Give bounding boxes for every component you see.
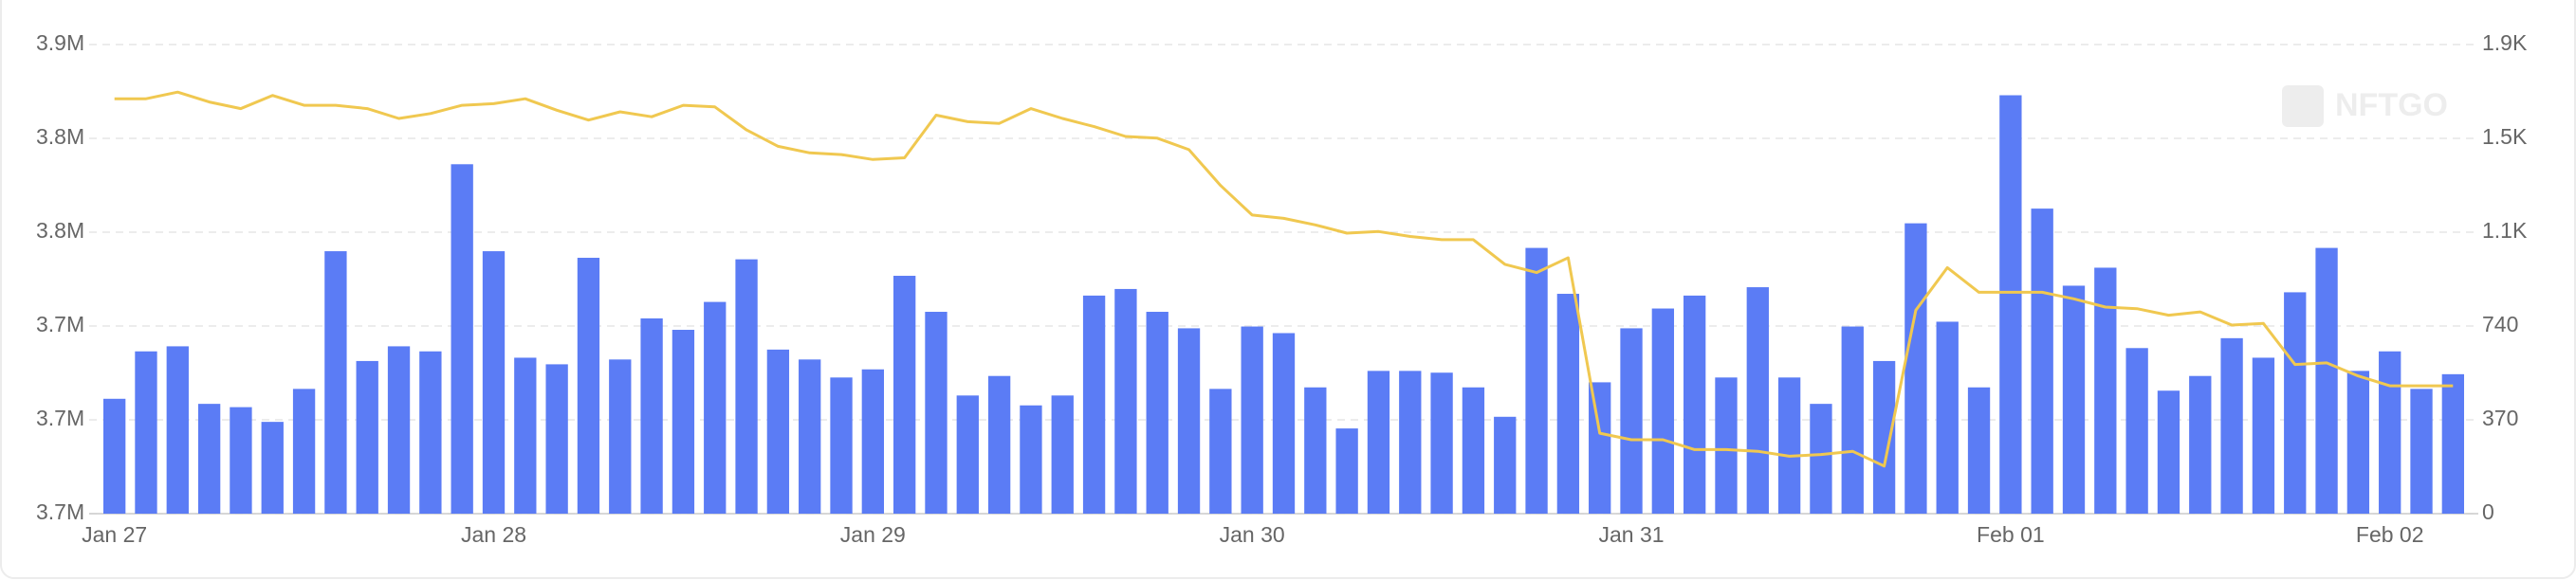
x-tick-label: Jan 31 xyxy=(1598,522,1664,547)
bar xyxy=(1872,360,1896,514)
bar xyxy=(1810,404,1832,514)
watermark: NFTGO xyxy=(2282,85,2448,127)
bar xyxy=(1209,389,1232,514)
bar xyxy=(2125,348,2148,514)
bar xyxy=(672,330,695,514)
bar xyxy=(1525,247,1548,514)
bar xyxy=(482,251,506,514)
bar xyxy=(387,346,411,514)
watermark-logo xyxy=(2282,85,2324,127)
bar xyxy=(1272,333,1296,514)
y-tick-label: 3.8M xyxy=(36,124,84,149)
bar xyxy=(2189,375,2212,514)
bar xyxy=(735,259,758,514)
y2-tick-label: 1.9K xyxy=(2482,30,2528,55)
bar xyxy=(609,359,632,514)
bar xyxy=(1146,312,1168,514)
bar xyxy=(766,349,790,514)
bar xyxy=(1051,395,1074,514)
bar xyxy=(261,422,284,514)
bar xyxy=(1462,387,1485,514)
bar xyxy=(2252,357,2275,514)
bar xyxy=(2410,389,2433,514)
bar xyxy=(1114,288,1137,514)
x-tick-label: Feb 02 xyxy=(2356,522,2424,547)
y2-tick-label: 370 xyxy=(2482,406,2518,430)
bar xyxy=(892,276,916,514)
bar xyxy=(1936,321,1959,514)
bar xyxy=(1082,295,1106,514)
bar xyxy=(1335,428,1358,514)
x-tick-label: Jan 27 xyxy=(82,522,147,547)
bar xyxy=(861,369,885,514)
bar xyxy=(545,364,568,514)
bar xyxy=(2379,351,2401,514)
bar xyxy=(2441,373,2465,514)
bar xyxy=(230,407,252,514)
bar xyxy=(1430,372,1453,514)
watermark-text: NFTGO xyxy=(2335,87,2448,123)
bar xyxy=(1556,294,1580,514)
y-tick-label: 3.8M xyxy=(36,218,84,243)
bar xyxy=(1904,223,1927,514)
y2-tick-label: 0 xyxy=(2482,499,2494,524)
bar xyxy=(1367,371,1390,514)
y-tick-label: 3.7M xyxy=(36,312,84,336)
bar xyxy=(1304,387,1327,514)
bar xyxy=(987,375,1011,514)
bar xyxy=(1177,328,1201,514)
y-tick-label: 3.9M xyxy=(36,30,84,55)
bar xyxy=(102,398,126,514)
bar xyxy=(956,395,979,514)
bar xyxy=(1999,95,2022,514)
bar xyxy=(1399,371,1422,514)
bar xyxy=(166,346,189,514)
bar xyxy=(1777,377,1801,514)
bar xyxy=(1494,416,1517,514)
bar xyxy=(2062,285,2086,514)
bar xyxy=(799,359,821,514)
bar xyxy=(2031,208,2053,514)
bar xyxy=(2094,267,2117,514)
bar xyxy=(197,404,221,514)
bar xyxy=(419,351,442,514)
bar xyxy=(1841,326,1864,514)
bar xyxy=(1746,287,1769,514)
y2-tick-label: 1.5K xyxy=(2482,124,2528,149)
bar xyxy=(1651,308,1675,514)
bar xyxy=(292,389,316,514)
x-tick-label: Jan 28 xyxy=(461,522,526,547)
bar xyxy=(451,164,473,515)
bar xyxy=(577,258,600,514)
bar xyxy=(640,317,663,514)
bar xyxy=(1715,377,1738,514)
bar xyxy=(324,251,347,514)
bar xyxy=(1683,295,1706,514)
bar xyxy=(356,360,378,514)
y2-tick-label: 740 xyxy=(2482,312,2518,336)
bar xyxy=(1589,382,1611,514)
bar xyxy=(2157,390,2180,514)
x-tick-label: Feb 01 xyxy=(1977,522,2045,547)
y2-tick-label: 1.1K xyxy=(2482,218,2528,243)
bar xyxy=(2346,371,2370,514)
bar xyxy=(925,312,948,514)
bar xyxy=(704,301,727,514)
bar xyxy=(1241,326,1263,514)
bar xyxy=(1967,387,1991,514)
bar xyxy=(2284,292,2307,514)
bar xyxy=(2315,247,2338,514)
x-tick-label: Jan 30 xyxy=(1220,522,1285,547)
x-tick-label: Jan 29 xyxy=(840,522,906,547)
bar xyxy=(1620,328,1643,514)
bar xyxy=(830,377,853,514)
bar xyxy=(2220,337,2243,514)
y-tick-label: 3.7M xyxy=(36,406,84,430)
y-tick-label: 3.7M xyxy=(36,499,84,524)
bar xyxy=(514,357,537,514)
bar xyxy=(135,351,157,514)
bar xyxy=(1020,405,1042,514)
line xyxy=(114,90,2454,468)
